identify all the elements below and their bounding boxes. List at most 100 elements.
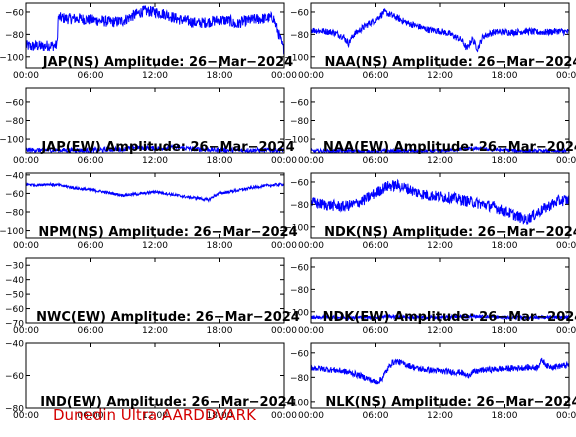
x-tick-label: 00:00 <box>556 411 576 421</box>
y-tick-label: −80 <box>290 374 309 384</box>
signal-trace-2 <box>26 143 284 153</box>
y-tick-label: −60 <box>5 98 24 108</box>
panel-title: NDK(NS) Amplitude: 26−Mar−2024 <box>324 225 576 240</box>
x-tick-label: 00:00 <box>556 71 576 81</box>
x-tick-label: 06:00 <box>363 326 389 336</box>
signal-trace-4 <box>26 181 284 203</box>
x-tick-label: 18:00 <box>492 156 518 166</box>
x-tick-label: 06:00 <box>363 241 389 251</box>
x-tick-label: 18:00 <box>207 241 233 251</box>
x-tick-label: 12:00 <box>142 241 168 251</box>
x-tick-label: 06:00 <box>78 156 104 166</box>
signal-trace-1 <box>311 8 569 53</box>
x-tick-label: 06:00 <box>78 71 104 81</box>
x-tick-label: 18:00 <box>207 71 233 81</box>
x-tick-label: 12:00 <box>427 241 453 251</box>
y-tick-label: −60 <box>5 190 24 200</box>
x-tick-label: 12:00 <box>427 411 453 421</box>
x-tick-label: 00:00 <box>556 156 576 166</box>
y-tick-label: −80 <box>290 117 309 127</box>
x-tick-label: 06:00 <box>363 71 389 81</box>
y-tick-label: −100 <box>0 227 24 237</box>
x-tick-label: 18:00 <box>492 326 518 336</box>
y-tick-label: −80 <box>290 286 309 296</box>
signal-trace-5 <box>311 178 569 225</box>
x-tick-label: 12:00 <box>142 156 168 166</box>
y-tick-label: −80 <box>5 209 24 219</box>
x-tick-label: 00:00 <box>13 241 39 251</box>
y-tick-label: −80 <box>5 117 24 127</box>
x-tick-label: 18:00 <box>207 326 233 336</box>
x-tick-label: 18:00 <box>492 241 518 251</box>
signal-trace-0 <box>26 5 284 55</box>
x-tick-label: 12:00 <box>142 71 168 81</box>
x-tick-label: 00:00 <box>556 326 576 336</box>
y-tick-label: −80 <box>290 201 309 211</box>
x-tick-label: 00:00 <box>298 241 324 251</box>
y-tick-label: −40 <box>5 171 24 181</box>
panel-title: JAP(EW) Amplitude: 26−Mar−2024 <box>40 140 294 155</box>
x-tick-label: 00:00 <box>271 71 297 81</box>
panel-title: JAP(NS) Amplitude: 26−Mar−2024 <box>42 55 293 70</box>
x-tick-label: 12:00 <box>427 156 453 166</box>
y-tick-label: −60 <box>290 178 309 188</box>
panel-title: NPM(NS) Amplitude: 26−Mar−2024 <box>38 225 297 240</box>
x-tick-label: 12:00 <box>427 326 453 336</box>
x-tick-label: 00:00 <box>298 71 324 81</box>
y-tick-label: −100 <box>0 53 24 63</box>
x-tick-label: 06:00 <box>78 241 104 251</box>
y-tick-label: −60 <box>5 372 24 382</box>
y-tick-label: −100 <box>0 136 24 146</box>
x-tick-label: 06:00 <box>363 411 389 421</box>
x-tick-label: 06:00 <box>363 156 389 166</box>
y-tick-label: −100 <box>284 398 309 408</box>
x-tick-label: 00:00 <box>13 71 39 81</box>
y-tick-label: −40 <box>5 340 24 350</box>
y-tick-label: −100 <box>284 53 309 63</box>
x-tick-label: 12:00 <box>427 71 453 81</box>
x-tick-label: 00:00 <box>13 156 39 166</box>
y-tick-label: −80 <box>290 31 309 41</box>
y-tick-label: −100 <box>284 308 309 318</box>
y-tick-label: −80 <box>5 31 24 41</box>
y-tick-label: −100 <box>284 223 309 233</box>
panel-title: NWC(EW) Amplitude: 26−Mar−2024 <box>36 310 300 325</box>
x-tick-label: 00:00 <box>271 411 297 421</box>
x-tick-label: 00:00 <box>271 326 297 336</box>
x-tick-label: 12:00 <box>142 411 168 421</box>
y-tick-label: −50 <box>5 291 24 301</box>
panel-title: NLK(NS) Amplitude: 26−Mar−2024 <box>325 395 576 410</box>
x-tick-label: 00:00 <box>13 411 39 421</box>
y-tick-label: −60 <box>5 8 24 18</box>
y-tick-label: −70 <box>5 320 24 330</box>
x-tick-label: 00:00 <box>271 241 297 251</box>
y-tick-label: −60 <box>290 8 309 18</box>
x-tick-label: 18:00 <box>492 71 518 81</box>
x-tick-label: 12:00 <box>142 326 168 336</box>
y-tick-label: −100 <box>284 136 309 146</box>
x-tick-label: 06:00 <box>78 411 104 421</box>
panel-title: IND(EW) Amplitude: 26−Mar−2024 <box>40 395 295 410</box>
signal-trace-7 <box>311 312 569 321</box>
x-tick-label: 18:00 <box>492 411 518 421</box>
y-tick-label: −40 <box>5 276 24 286</box>
panel-title: NAA(EW) Amplitude: 26−Mar−2024 <box>323 140 576 155</box>
x-tick-label: 00:00 <box>298 156 324 166</box>
signal-trace-9 <box>311 357 569 385</box>
x-tick-label: 06:00 <box>78 326 104 336</box>
x-tick-label: 00:00 <box>556 241 576 251</box>
x-tick-label: 18:00 <box>207 411 233 421</box>
x-tick-label: 00:00 <box>298 411 324 421</box>
y-tick-label: −60 <box>290 349 309 359</box>
x-tick-label: 00:00 <box>298 326 324 336</box>
y-tick-label: −80 <box>5 405 24 415</box>
x-tick-label: 00:00 <box>13 326 39 336</box>
x-tick-label: 00:00 <box>271 156 297 166</box>
y-tick-label: −60 <box>290 263 309 273</box>
footer-label: Dunedin Ultra AARDDVARK <box>53 406 256 424</box>
panel-title: NDK(EW) Amplitude: 26−Mar−2024 <box>323 310 576 325</box>
y-tick-label: −30 <box>5 262 24 272</box>
y-tick-label: −60 <box>5 305 24 315</box>
